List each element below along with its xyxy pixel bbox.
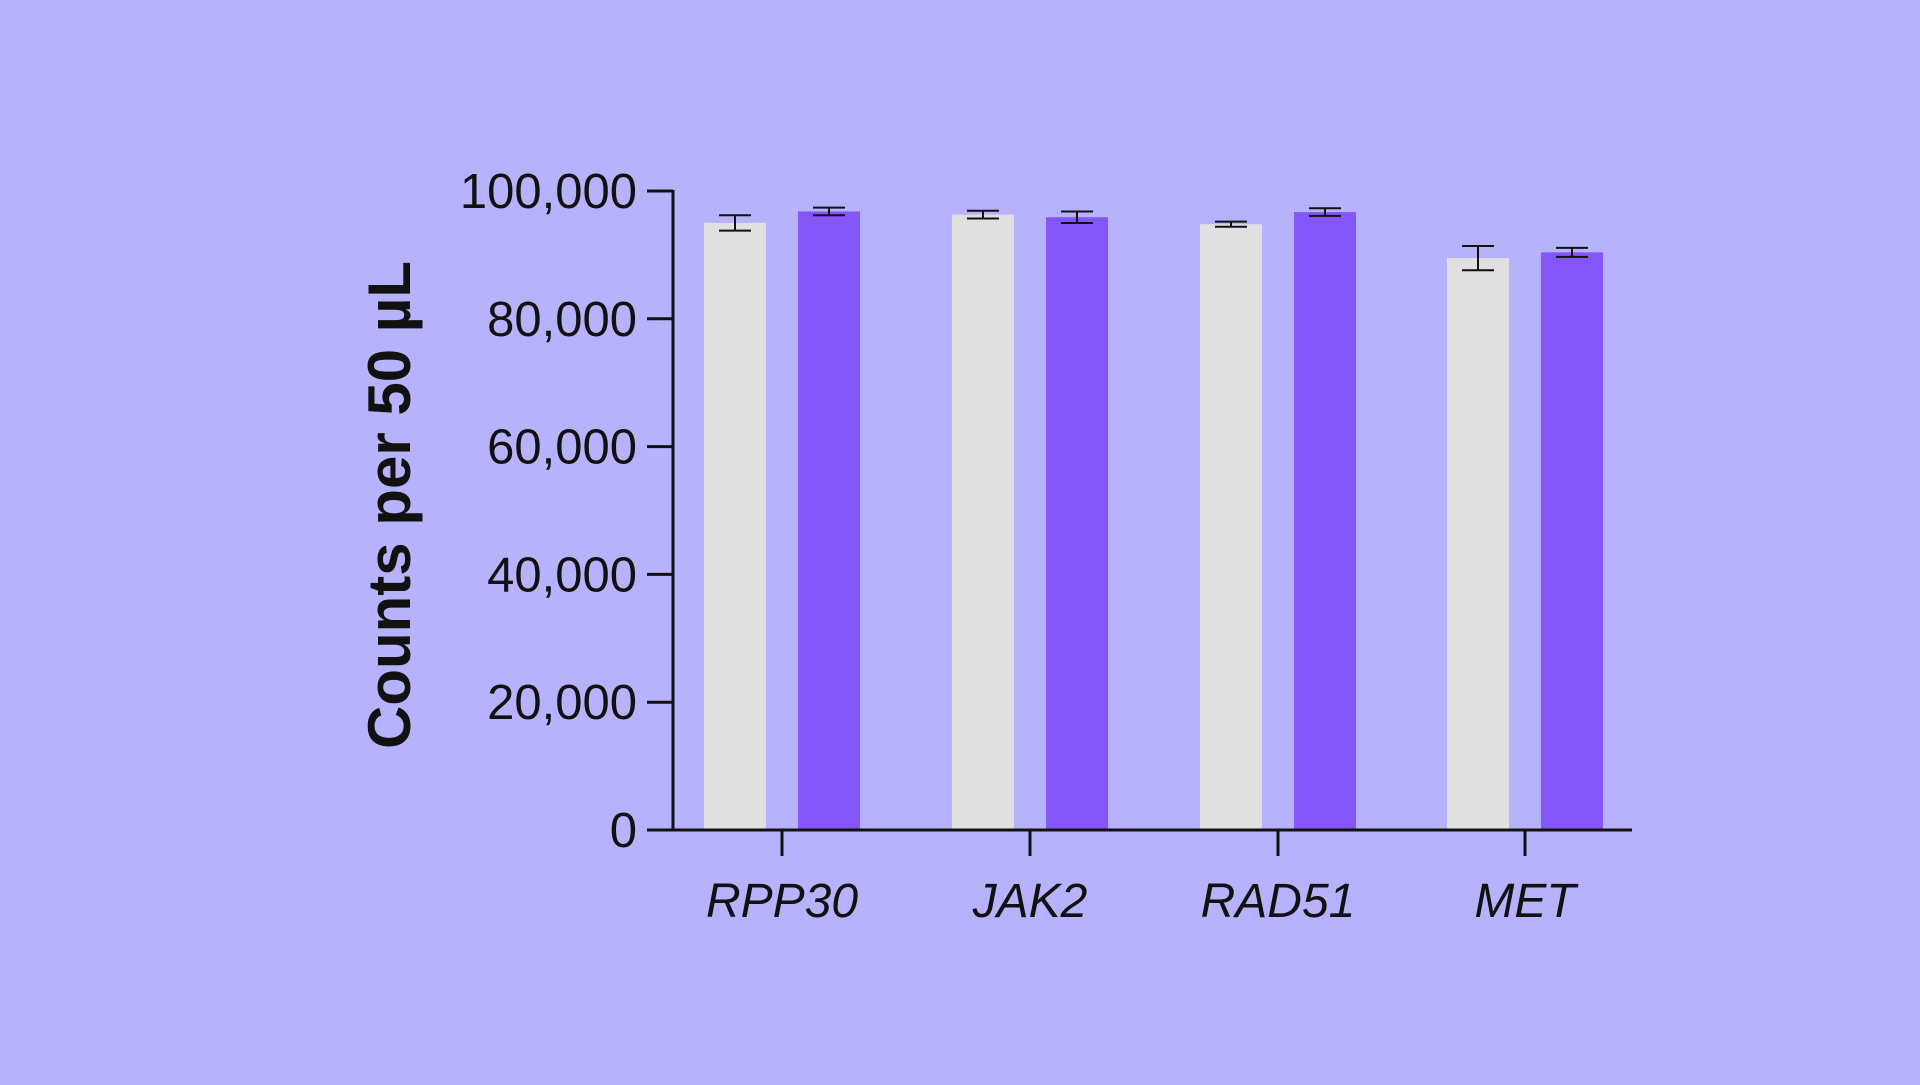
y-tick-label: 60,000 — [487, 421, 637, 475]
bar-met-series-1 — [1447, 258, 1509, 831]
bar-rad51-series-1 — [1200, 224, 1262, 830]
y-tick-label: 20,000 — [487, 676, 637, 730]
x-tick-label-met: MET — [1474, 875, 1579, 928]
x-tick-label-rad51: RAD51 — [1201, 875, 1356, 928]
bar-met-series-2 — [1541, 252, 1603, 830]
y-tick-label: 80,000 — [487, 293, 637, 347]
bar-jak2-series-2 — [1046, 217, 1108, 831]
x-tick-label-rpp30: RPP30 — [706, 875, 858, 928]
bar-rad51-series-2 — [1294, 212, 1356, 830]
y-tick-label: 100,000 — [460, 165, 637, 219]
bar-rpp30-series-1 — [704, 222, 766, 830]
bar-jak2-series-1 — [952, 214, 1014, 830]
y-tick-label: 0 — [610, 804, 637, 858]
y-tick-label: 40,000 — [487, 548, 637, 602]
bar-rpp30-series-2 — [798, 211, 860, 830]
x-tick-label-jak2: JAK2 — [972, 875, 1088, 928]
y-axis-title: Counts per 50 µL — [356, 261, 423, 749]
